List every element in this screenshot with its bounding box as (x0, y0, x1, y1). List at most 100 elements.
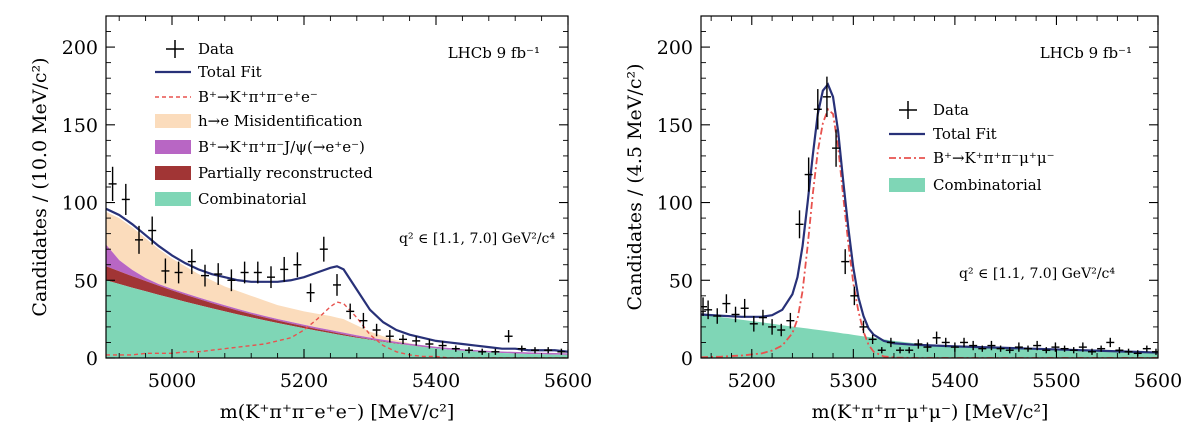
left-data-point (478, 348, 487, 355)
left-ylabel: Candidates / (10.0 MeV/c²) (29, 57, 51, 316)
left-xtick-label: 5600 (544, 370, 592, 392)
right-xtick-label: 5200 (728, 370, 776, 392)
right-data-point (1115, 347, 1124, 354)
right-data-point (1106, 337, 1115, 348)
right-data-point (1014, 342, 1023, 352)
left-legend-misid-swatch (155, 114, 191, 128)
right-data-point (996, 345, 1005, 352)
left-data-point (399, 334, 407, 345)
left-panel: 5000 5200 5400 5600 0 50 100 150 200 Candidates … (29, 15, 592, 423)
right-data-point (932, 331, 941, 345)
left-legend-jpsi-label: B⁺→K⁺π⁺π⁻J/ψ(→e⁺e⁻) (198, 138, 365, 156)
right-plot-frame (700, 15, 1159, 359)
left-legend-jpsi: B⁺→K⁺π⁺π⁻J/ψ(→e⁺e⁻) (155, 138, 365, 156)
left-data-point (253, 261, 262, 284)
left-data-point (504, 330, 513, 343)
right-legend-data: Data (899, 101, 969, 119)
right-data-point (722, 294, 731, 313)
right-data-point (740, 298, 749, 318)
right-plot-area (701, 76, 1158, 358)
left-data-point (319, 236, 328, 262)
left-data-point (412, 336, 421, 346)
right-data-point (701, 297, 708, 317)
left-data-point (148, 216, 157, 245)
right-data-point (960, 337, 969, 348)
left-ytick-label: 0 (86, 348, 98, 370)
right-data-point (704, 300, 713, 320)
right-data-point (1042, 347, 1051, 354)
left-data-point (280, 256, 289, 282)
right-legend-total-label: Total Fit (933, 125, 997, 143)
left-xtick-label: 5000 (148, 370, 196, 392)
left-data-point (491, 348, 500, 355)
right-data-point (758, 309, 767, 326)
right-ytick-label: 150 (657, 115, 693, 137)
right-legend-signal: B⁺→K⁺π⁺π⁻μ⁺μ⁻ (889, 149, 1055, 167)
left-data-point (187, 249, 196, 275)
right-plot-content (701, 76, 1158, 358)
right-legend-signal-label: B⁺→K⁺π⁺π⁻μ⁺μ⁻ (933, 149, 1055, 167)
right-xtick-label: 5600 (1134, 370, 1182, 392)
left-legend-misid: h→e Misidentification (155, 112, 363, 130)
right-legend-data-label: Data (933, 101, 969, 119)
right-total-fit-curve (701, 82, 1158, 354)
right-data-point (795, 210, 804, 239)
right-data-point (841, 249, 850, 275)
right-data-point (969, 340, 978, 351)
left-xlabel: m(K⁺π⁺π⁻e⁺e⁻) [MeV/c²] (220, 401, 455, 423)
left-data-point (108, 166, 117, 201)
right-data-point (731, 306, 740, 323)
left-data-point (425, 339, 434, 349)
left-ytick-label: 50 (74, 270, 98, 292)
right-data-point (868, 334, 877, 345)
left-legend-data-label: Data (198, 40, 234, 58)
right-data-point (822, 76, 831, 118)
right-data-point (914, 339, 923, 349)
left-jpsi-area (106, 244, 568, 355)
right-data-point (713, 308, 722, 324)
left-data-point (201, 264, 209, 287)
right-data-point (804, 157, 813, 192)
left-ytick-label: 100 (62, 193, 98, 215)
right-data-point (1142, 345, 1151, 352)
right-ytick-label: 200 (657, 37, 693, 59)
left-data-point (240, 261, 249, 284)
left-data-point (214, 263, 223, 285)
left-legend-signal-label: B⁺→K⁺π⁺π⁻e⁺e⁻ (198, 88, 318, 106)
right-xlabel: m(K⁺π⁺π⁻μ⁺μ⁻) [MeV/c²] (812, 401, 1049, 423)
left-data-point (531, 347, 539, 354)
left-data-point (544, 347, 553, 354)
right-data-point (905, 347, 914, 354)
left-data-point (306, 283, 315, 303)
right-ylabel: Candidates / (4.5 MeV/c²) (624, 63, 646, 310)
right-data-point (1051, 342, 1060, 352)
right-data-point (923, 342, 932, 352)
left-xtick-label: 5400 (412, 370, 460, 392)
left-legend-comb-label: Combinatorial (198, 190, 307, 208)
left-data-point (267, 266, 275, 289)
right-panel: 5200 5300 5400 5500 5600 0 50 100 150 200 Candida… (624, 15, 1182, 423)
right-data-point (859, 320, 868, 334)
left-data-point (438, 340, 447, 351)
right-experiment-label: LHCb 9 fb⁻¹ (1040, 44, 1132, 62)
right-legend: Data Total Fit B⁺→K⁺π⁺π⁻μ⁺μ⁻ Combinatori… (889, 101, 1055, 194)
left-xtick-label: 5200 (280, 370, 328, 392)
left-data-point (385, 330, 394, 343)
left-data-point (293, 252, 302, 278)
right-data-point (786, 312, 795, 329)
left-data-point (135, 225, 143, 254)
right-legend-total: Total Fit (889, 125, 997, 143)
right-legend-comb-label: Combinatorial (933, 176, 1042, 194)
left-legend-total-label: Total Fit (198, 63, 262, 81)
right-data-point (1151, 348, 1158, 355)
left-experiment-label: LHCb 9 fb⁻¹ (448, 44, 540, 62)
right-data-point (1124, 348, 1133, 355)
right-data-point (1060, 345, 1069, 352)
left-comb-area (106, 280, 568, 358)
left-legend-comb-swatch (155, 192, 191, 206)
right-data-point (1005, 347, 1014, 354)
left-data-point (465, 347, 473, 354)
left-legend-partreco-swatch (155, 166, 191, 180)
right-data-point (987, 340, 996, 351)
